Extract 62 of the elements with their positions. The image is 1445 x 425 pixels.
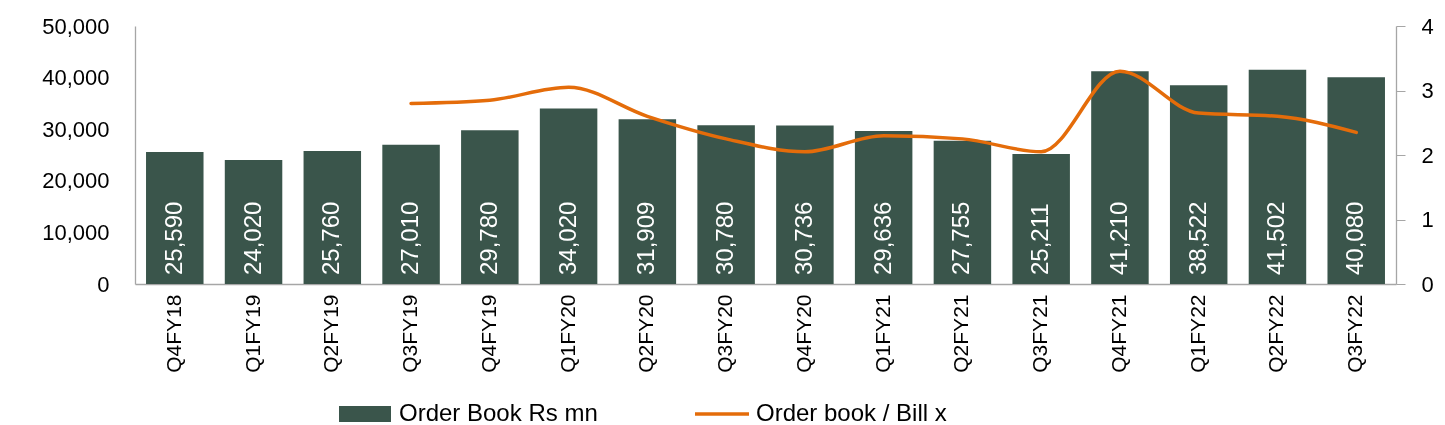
y2-tick-label: 1 xyxy=(1421,207,1434,232)
x-tick-label: Q2FY21 xyxy=(949,294,973,373)
x-tick-label: Q1FY21 xyxy=(870,294,894,373)
x-tick-label: Q3FY19 xyxy=(398,294,422,373)
bar xyxy=(382,144,440,284)
bar xyxy=(697,125,755,284)
bar xyxy=(1327,77,1385,284)
x-tick-label: Q3FY21 xyxy=(1028,294,1052,373)
data-label: 40,080 xyxy=(1341,201,1369,275)
y-tick-label: 50,000 xyxy=(42,13,110,39)
y-tick-label: 0 xyxy=(97,271,110,297)
bar xyxy=(933,140,992,284)
x-tick-label: Q4FY21 xyxy=(1106,294,1130,373)
data-label: 34,020 xyxy=(553,201,581,275)
bar xyxy=(303,151,362,284)
y2-tick-label: 4 xyxy=(1421,13,1434,39)
data-label: 25,760 xyxy=(317,201,345,275)
data-label: 29,780 xyxy=(474,201,502,275)
data-label: 25,211 xyxy=(1026,203,1054,275)
bar xyxy=(1169,85,1228,284)
x-tick-label: Q1FY19 xyxy=(240,294,264,373)
x-tick-label: Q2FY19 xyxy=(319,294,343,373)
bar xyxy=(146,151,204,284)
x-tick-label: Q1FY22 xyxy=(1185,294,1209,373)
line-series xyxy=(409,69,1358,154)
data-label: 27,010 xyxy=(396,201,424,275)
data-label: 27,755 xyxy=(947,201,975,275)
y2-tick-label: 0 xyxy=(1421,271,1434,297)
bar xyxy=(1248,69,1307,284)
legend-label: Order Book Rs mn xyxy=(399,399,598,425)
bar xyxy=(539,108,598,284)
bar xyxy=(854,131,913,284)
data-label: 29,636 xyxy=(868,201,896,275)
data-label: 24,020 xyxy=(238,201,266,275)
data-label: 41,210 xyxy=(1104,201,1132,275)
x-tick-label: Q1FY20 xyxy=(555,294,579,373)
bar xyxy=(1012,153,1070,284)
bar xyxy=(224,160,283,284)
data-label: 30,736 xyxy=(789,201,817,275)
data-label: 38,522 xyxy=(1183,201,1211,275)
x-tick-label: Q4FY20 xyxy=(791,294,815,373)
y-tick-label: 10,000 xyxy=(42,219,110,245)
data-label: 41,502 xyxy=(1262,201,1290,275)
data-label: 25,590 xyxy=(159,201,187,275)
bar xyxy=(1091,71,1149,284)
y-tick-label: 20,000 xyxy=(42,168,110,194)
bar xyxy=(461,130,519,284)
bar xyxy=(776,125,834,284)
x-tick-label: Q3FY22 xyxy=(1343,294,1367,373)
y-tick-label: 40,000 xyxy=(42,65,110,91)
y2-tick-label: 3 xyxy=(1421,78,1434,103)
x-tick-label: Q4FY18 xyxy=(161,294,185,373)
y-tick-label: 30,000 xyxy=(42,116,110,142)
data-label: 31,909 xyxy=(632,201,660,275)
bar xyxy=(618,119,677,284)
x-tick-label: Q4FY19 xyxy=(476,294,500,373)
x-tick-label: Q2FY20 xyxy=(634,294,658,373)
x-tick-label: Q2FY22 xyxy=(1264,294,1288,373)
legend-label: Order book / Bill x xyxy=(756,399,947,425)
x-tick-label: Q3FY20 xyxy=(713,294,737,373)
data-label: 30,780 xyxy=(711,201,739,275)
y2-tick-label: 2 xyxy=(1421,142,1434,168)
